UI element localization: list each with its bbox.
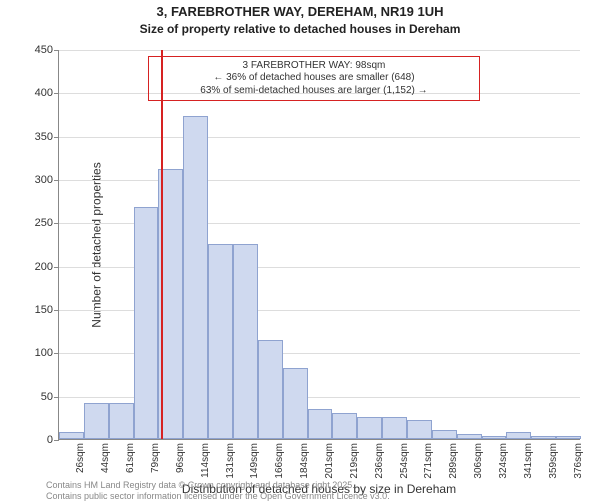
histogram-bar: [382, 417, 407, 439]
info-line-2: ← 36% of detached houses are smaller (64…: [155, 72, 473, 85]
x-tick-label: 44sqm: [100, 443, 111, 473]
histogram-bar: [84, 403, 109, 439]
x-tick-label: 324sqm: [498, 443, 509, 479]
x-tick-label: 289sqm: [448, 443, 459, 479]
y-tick-label: 300: [19, 174, 59, 186]
histogram-bar: [432, 430, 457, 439]
x-tick-label: 166sqm: [274, 443, 285, 479]
gridline: [59, 180, 580, 181]
footer-attribution: Contains HM Land Registry data © Crown c…: [46, 480, 390, 502]
histogram-bar: [407, 420, 432, 439]
x-tick-label: 149sqm: [249, 443, 260, 479]
x-tick-label: 254sqm: [399, 443, 410, 479]
x-tick-label: 114sqm: [200, 443, 211, 478]
x-tick-label: 26sqm: [75, 443, 86, 473]
y-tick-label: 0: [19, 434, 59, 446]
histogram-bar: [506, 432, 531, 439]
y-tick-label: 150: [19, 304, 59, 316]
histogram-bar: [308, 409, 333, 439]
x-tick-label: 184sqm: [299, 443, 310, 479]
x-tick-label: 96sqm: [175, 443, 186, 473]
x-tick-label: 219sqm: [349, 443, 360, 479]
x-tick-label: 341sqm: [523, 443, 534, 479]
y-tick-label: 100: [19, 347, 59, 359]
x-tick-label: 271sqm: [423, 443, 434, 479]
x-tick-label: 236sqm: [374, 443, 385, 479]
histogram-bar: [134, 207, 159, 439]
y-tick-label: 450: [19, 44, 59, 56]
marker-info-box: 3 FAREBROTHER WAY: 98sqm ← 36% of detach…: [148, 56, 480, 102]
histogram-bar: [233, 244, 258, 439]
footer-line-1: Contains HM Land Registry data © Crown c…: [46, 480, 390, 491]
histogram-bar: [59, 432, 84, 439]
x-tick-label: 306sqm: [473, 443, 484, 479]
histogram-bar: [556, 436, 581, 439]
footer-line-2: Contains public sector information licen…: [46, 491, 390, 502]
histogram-bar: [283, 368, 308, 439]
y-tick-label: 50: [19, 391, 59, 403]
marker-line: [161, 50, 163, 439]
info-line-3: 63% of semi-detached houses are larger (…: [155, 85, 473, 98]
x-tick-label: 201sqm: [324, 443, 335, 479]
histogram-bar: [482, 436, 507, 439]
x-tick-label: 376sqm: [573, 443, 584, 479]
x-tick-label: 79sqm: [150, 443, 161, 473]
histogram-chart: Number of detached properties 0501001502…: [58, 50, 580, 440]
histogram-bar: [531, 436, 556, 439]
histogram-bar: [109, 403, 134, 439]
x-tick-label: 131sqm: [225, 443, 236, 479]
histogram-bar: [258, 340, 283, 439]
gridline: [59, 137, 580, 138]
histogram-bar: [208, 244, 233, 439]
y-tick-label: 250: [19, 217, 59, 229]
histogram-bar: [332, 413, 357, 439]
x-tick-label: 61sqm: [125, 443, 136, 473]
histogram-bar: [457, 434, 482, 439]
x-tick-label: 359sqm: [548, 443, 559, 479]
page-subtitle: Size of property relative to detached ho…: [0, 22, 600, 36]
histogram-bar: [357, 417, 382, 439]
page-title: 3, FAREBROTHER WAY, DEREHAM, NR19 1UH: [0, 4, 600, 21]
y-tick-label: 200: [19, 261, 59, 273]
gridline: [59, 50, 580, 51]
histogram-bar: [183, 116, 208, 439]
y-tick-label: 400: [19, 87, 59, 99]
info-line-1: 3 FAREBROTHER WAY: 98sqm: [155, 60, 473, 73]
plot-area: 05010015020025030035040045026sqm44sqm61s…: [58, 50, 580, 440]
y-tick-label: 350: [19, 131, 59, 143]
